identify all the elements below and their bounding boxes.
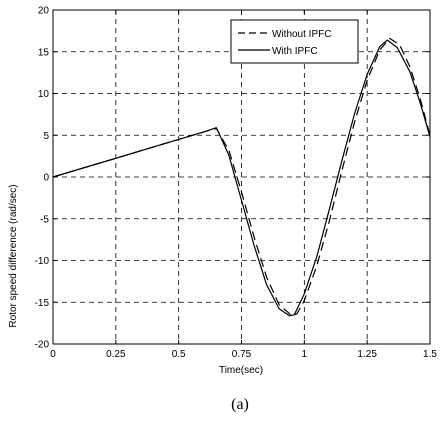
legend-label-without-ipfc: Without IPFC xyxy=(272,29,331,40)
y-tick-label: 20 xyxy=(38,6,50,17)
x-axis-label: Time(sec) xyxy=(219,365,263,376)
x-tick-label: 0 xyxy=(50,349,56,360)
y-tick-label: -5 xyxy=(40,214,49,225)
legend: Without IPFC With IPFC xyxy=(230,19,359,64)
x-tick-label: 0.75 xyxy=(232,349,252,360)
x-tick-label: 1.25 xyxy=(357,349,377,360)
y-tick-label: 0 xyxy=(43,173,49,184)
y-tick-label: 15 xyxy=(38,47,50,58)
y-tick-label: 5 xyxy=(43,131,49,142)
y-tick-label: -10 xyxy=(35,256,50,267)
figure-caption: (a) xyxy=(231,396,249,413)
grid-lines xyxy=(53,10,430,344)
y-tick-label: 10 xyxy=(38,89,50,100)
x-tick-label: 1 xyxy=(302,349,308,360)
legend-box xyxy=(230,19,359,64)
x-tick-label: 0.25 xyxy=(106,349,126,360)
legend-label-with-ipfc: With IPFC xyxy=(272,46,318,57)
axis-ticks: 0 0.25 0.5 0.75 1 1.25 1.5 -20 -15 -10 -5 0 5 10 15 20 xyxy=(35,6,438,361)
y-axis-label: Rotor speed difference (rad/sec) xyxy=(8,184,19,327)
x-tick-label: 1.5 xyxy=(423,349,437,360)
series-lines xyxy=(52,37,431,317)
x-tick-label: 0.5 xyxy=(172,349,186,360)
series-line-with-ipfc xyxy=(52,39,431,317)
y-tick-label: -15 xyxy=(35,298,50,309)
y-tick-label: -20 xyxy=(35,340,50,351)
